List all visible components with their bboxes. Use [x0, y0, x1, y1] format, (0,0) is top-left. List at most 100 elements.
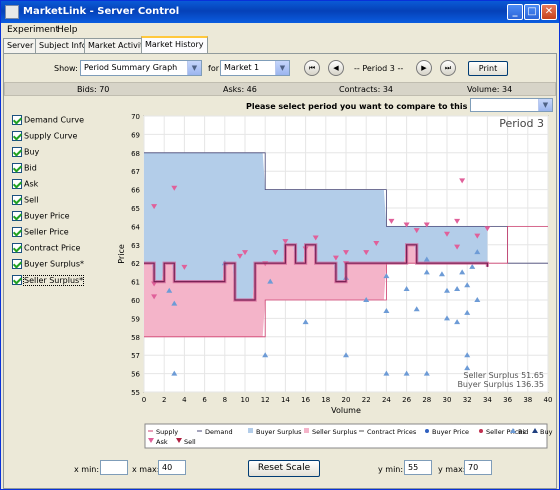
x-tick-label: 24 [382, 396, 391, 404]
menu-help[interactable]: Help [57, 25, 78, 35]
bid-point [469, 263, 476, 269]
checkbox-seller-price[interactable]: Seller Price [12, 227, 69, 239]
compare-prompt: Please select period you want to compare… [246, 102, 503, 111]
x-tick-label: 28 [422, 396, 431, 404]
checkbox-contract-price[interactable]: Contract Price [12, 243, 80, 255]
checkbox-bid[interactable]: Bid [12, 163, 37, 175]
prev-period-button[interactable]: ◀ [328, 60, 344, 76]
ask-point [474, 233, 481, 239]
x-tick-label: 16 [301, 396, 310, 404]
checkbox-buyer-surplus[interactable]: Buyer Surplus* [12, 259, 84, 271]
graph-select-value: Period Summary Graph [84, 63, 178, 72]
last-period-button[interactable]: ⏭ [440, 60, 456, 76]
tab-subject-info[interactable]: Subject Info [35, 38, 91, 53]
menu-experiment[interactable]: Experiment [7, 25, 60, 35]
seller-surplus-area [144, 244, 488, 337]
tab-server[interactable]: Server [3, 38, 38, 53]
ask-point [454, 244, 461, 250]
reset-scale-button[interactable]: Reset Scale [248, 460, 320, 477]
market-select[interactable]: Market 1 ▼ [220, 60, 290, 76]
y-tick-label: 70 [131, 113, 140, 121]
title-bar[interactable]: MarketLink - Server Control _ □ ✕ [1, 1, 559, 23]
bid-point [464, 352, 471, 358]
checkbox-checked-icon[interactable] [12, 131, 22, 141]
checkbox-checked-icon[interactable] [12, 259, 22, 269]
checkbox-checked-icon[interactable] [12, 195, 22, 205]
x-tick-label: 34 [483, 396, 492, 404]
first-period-button[interactable]: ⏮ [304, 60, 320, 76]
checkbox-ask[interactable]: Ask [12, 179, 38, 191]
ask-point [151, 204, 158, 210]
chevron-down-icon: ▼ [275, 61, 289, 75]
checkbox-checked-icon[interactable] [12, 275, 22, 285]
y-tick-label: 63 [131, 242, 140, 250]
checkbox-demand-curve[interactable]: Demand Curve [12, 115, 84, 127]
print-button[interactable]: Print [468, 61, 508, 76]
graph-select[interactable]: Period Summary Graph ▼ [80, 60, 202, 76]
y-tick-label: 58 [131, 334, 140, 342]
maximize-button[interactable]: □ [524, 4, 540, 20]
ymax-input[interactable]: 70 [464, 460, 492, 475]
x-tick-label: 26 [402, 396, 411, 404]
checkbox-checked-icon[interactable] [12, 211, 22, 221]
buyer-surplus-label: Buyer Surplus 136.35 [457, 380, 544, 389]
checkbox-sell[interactable]: Sell [12, 195, 38, 207]
x-tick-label: 22 [362, 396, 371, 404]
ask-point [312, 235, 319, 241]
ymin-input[interactable]: 55 [404, 460, 432, 475]
checkbox-checked-icon[interactable] [12, 179, 22, 189]
x-tick-label: 2 [162, 396, 166, 404]
bid-point [474, 297, 481, 302]
chevron-down-icon: ▼ [187, 61, 201, 75]
xmin-input[interactable] [100, 460, 128, 475]
ask-point [444, 231, 450, 237]
legend-label: Seller Surplus [312, 428, 357, 436]
bid-point [454, 319, 461, 325]
x-tick-label: 20 [342, 396, 351, 404]
checkbox-buy[interactable]: Buy [12, 147, 39, 159]
bid-point [438, 271, 445, 277]
ask-point [413, 228, 420, 234]
checkbox-checked-icon[interactable] [12, 243, 22, 253]
checkbox-supply-curve[interactable]: Supply Curve [12, 131, 77, 143]
checkbox-checked-icon[interactable] [12, 147, 22, 157]
ask-point [343, 250, 349, 256]
bid-point [171, 300, 178, 306]
checkbox-label: Seller Price [24, 227, 69, 237]
close-button[interactable]: ✕ [541, 4, 557, 20]
show-label: Show: [54, 64, 78, 73]
checkbox-checked-icon[interactable] [12, 163, 22, 173]
xmax-input[interactable]: 40 [158, 460, 186, 475]
x-tick-label: 4 [182, 396, 187, 404]
ask-point [236, 253, 243, 259]
contracts-count: Contracts: 34 [339, 85, 393, 94]
bids-count: Bids: 70 [77, 85, 110, 94]
checkbox-label: Buyer Price [24, 211, 70, 221]
bid-point [267, 278, 274, 284]
minimize-button[interactable]: _ [507, 4, 523, 20]
y-tick-label: 66 [131, 187, 140, 195]
compare-period-select[interactable]: ▼ [470, 98, 553, 112]
bid-point [464, 309, 471, 315]
ask-point [242, 250, 248, 256]
tab-market-history[interactable]: Market History [141, 36, 208, 54]
checkbox-checked-icon[interactable] [12, 227, 22, 237]
ask-point [171, 185, 178, 191]
checkbox-label: Seller Surplus* [22, 274, 85, 286]
period-summary-chart: 0 2 4 6 8 10 12 14 16 18 20 22 24 26 28 30 32 34 36 38 40555… [117, 113, 553, 449]
checkbox-label: Buyer Surplus* [24, 259, 85, 269]
ask-point [363, 250, 370, 256]
ask-point [332, 255, 339, 261]
ymax-label: y max: [438, 465, 466, 474]
bid-point [464, 282, 471, 288]
bid-point [403, 285, 410, 291]
legend-swatch [148, 438, 154, 443]
checkbox-buyer-price[interactable]: Buyer Price [12, 211, 70, 223]
checkbox-seller-surplus[interactable]: Seller Surplus* [12, 274, 85, 287]
checkbox-checked-icon[interactable] [12, 115, 22, 125]
bid-point [363, 297, 370, 302]
next-period-button[interactable]: ▶ [416, 60, 432, 76]
y-tick-label: 67 [131, 168, 140, 176]
ymin-label: y min: [378, 465, 404, 474]
bid-point [343, 352, 349, 358]
